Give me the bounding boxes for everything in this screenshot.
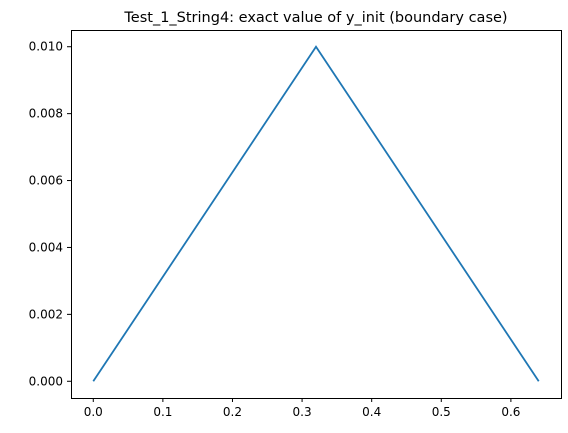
x-tick-label: 0.2: [223, 405, 242, 419]
y-tick-label: 0.006: [29, 174, 63, 188]
series-line: [92, 45, 540, 382]
x-tick-label: 0.0: [84, 405, 103, 419]
series-layer: [92, 45, 540, 382]
x-tick-label: 0.4: [362, 405, 381, 419]
x-axis: 0.0 0.1 0.2 0.3 0.4 0.5 0.6: [84, 398, 520, 419]
y-tick-label: 0.004: [29, 240, 63, 254]
y-axis: 0.000 0.002 0.004 0.006 0.008 0.010: [29, 40, 71, 388]
y-tick-label: 0.010: [29, 40, 63, 54]
plot-area-frame: [71, 30, 562, 399]
x-tick-label: 0.6: [501, 405, 520, 419]
chart-title: Test_1_String4: exact value of y_init (b…: [123, 10, 507, 26]
x-tick-label: 0.1: [153, 405, 172, 419]
y-tick-label: 0.000: [29, 374, 63, 388]
x-tick-label: 0.5: [432, 405, 451, 419]
y-tick-label: 0.002: [29, 307, 63, 321]
x-tick-label: 0.3: [293, 405, 312, 419]
y-tick-label: 0.008: [29, 107, 63, 121]
